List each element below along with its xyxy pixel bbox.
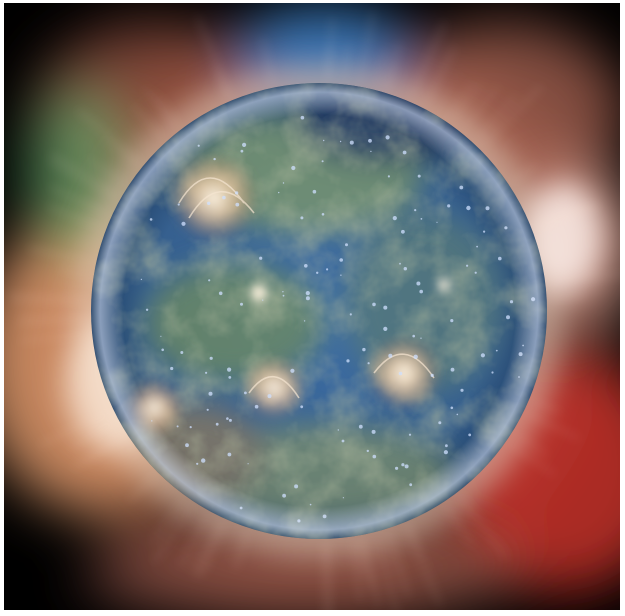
coronal-ray — [201, 522, 226, 575]
coronal-ray — [343, 43, 350, 81]
coronal-ray — [105, 139, 139, 167]
coronal-ray — [385, 61, 397, 90]
coronal-ray — [458, 494, 508, 559]
coronal-ray — [508, 442, 556, 476]
coronal-ray — [322, 542, 327, 610]
coronal-ray — [39, 410, 111, 447]
coronal-ray — [375, 535, 397, 610]
coronal-ray — [387, 532, 410, 598]
coronal-ray — [19, 315, 88, 319]
coronal-ray — [144, 88, 177, 130]
coronal-ray — [129, 474, 157, 502]
coronal-ray — [48, 205, 103, 229]
coronal-ray — [384, 43, 401, 90]
coronal-ray — [534, 202, 590, 227]
coronal-ray — [69, 421, 117, 449]
coronal-ray — [50, 153, 120, 195]
coronal-ray — [84, 436, 125, 464]
coronal-ray — [532, 400, 560, 414]
coronal-ray — [191, 519, 219, 572]
coronal-ray — [213, 65, 229, 99]
coronal-ray — [28, 247, 93, 263]
coronal-ray — [447, 81, 475, 120]
sun-corona-icon — [4, 3, 620, 610]
coronal-ray — [326, 45, 331, 80]
coronal-ray — [261, 38, 273, 85]
coronal-ray — [77, 109, 142, 164]
coronal-ray — [49, 186, 109, 215]
coronal-ray — [481, 85, 542, 147]
coronal-ray — [548, 270, 597, 279]
coronal-ray — [361, 538, 374, 589]
coronal-ray — [153, 504, 193, 563]
coronal-ray — [11, 300, 88, 305]
coronal-ray — [195, 521, 224, 578]
coronal-ray — [474, 95, 517, 141]
coronal-ray — [454, 82, 485, 124]
coronal-ray — [48, 161, 117, 200]
coronal-ray — [407, 524, 423, 558]
coronal-ray — [328, 18, 334, 80]
coronal-ray — [132, 104, 165, 140]
coronal-ray — [179, 514, 210, 568]
coronal-ray — [549, 273, 620, 285]
coronal-ray — [363, 538, 380, 607]
coronal-ray — [514, 434, 549, 457]
coronal-ray — [156, 95, 181, 127]
coronal-ray — [406, 525, 442, 606]
coronal-ray — [351, 540, 362, 602]
coronal-ray — [151, 498, 185, 544]
coronal-ray — [526, 412, 580, 440]
coronal-ray — [535, 205, 600, 231]
coronal-ray — [86, 158, 126, 185]
coronal-ray — [356, 539, 364, 576]
coronal-ray — [424, 47, 456, 106]
coronal-ray — [234, 531, 249, 570]
coronal-ray — [550, 294, 585, 299]
coronal-ray — [445, 504, 474, 546]
sun-photo — [4, 3, 620, 610]
coronal-ray — [463, 86, 499, 131]
coronal-ray — [535, 204, 597, 230]
coronal-ray — [7, 293, 88, 300]
coronal-ray — [327, 542, 332, 610]
coronal-ray — [72, 435, 125, 469]
coronal-ray — [375, 48, 387, 87]
coronal-ray — [410, 22, 446, 99]
solar-disk — [91, 83, 547, 539]
coronal-ray — [59, 267, 91, 275]
coronal-ray — [511, 163, 539, 183]
coronal-ray — [196, 16, 232, 97]
coronal-ray — [359, 11, 375, 83]
coronal-ray — [20, 333, 89, 342]
coronal-ray — [18, 320, 88, 326]
